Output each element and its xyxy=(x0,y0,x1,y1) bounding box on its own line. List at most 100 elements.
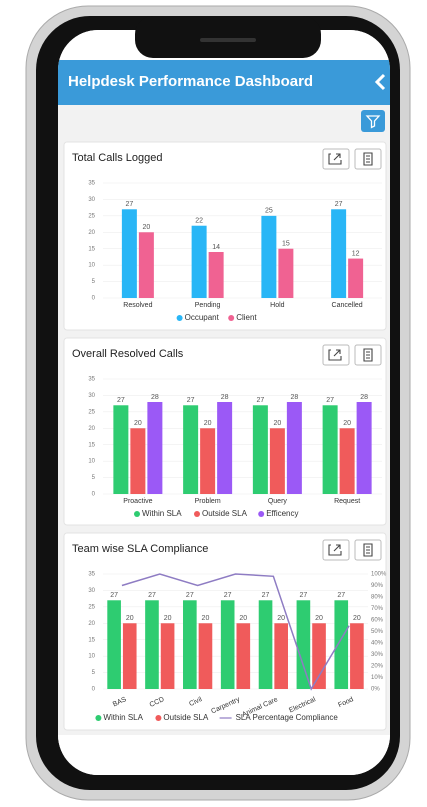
bar xyxy=(191,225,207,298)
y2-tick-label: 30% xyxy=(371,652,384,658)
y2-tick-label: 40% xyxy=(371,641,384,647)
bar xyxy=(339,428,355,494)
y2-tick-label: 90% xyxy=(371,583,384,589)
y2-tick-label: 10% xyxy=(371,675,384,681)
bar xyxy=(217,402,233,494)
y2-tick-label: 100% xyxy=(371,572,387,578)
bar xyxy=(322,405,338,494)
export-button-icon[interactable] xyxy=(328,153,342,165)
y-tick-label: 10 xyxy=(88,654,95,660)
y2-tick-label: 20% xyxy=(371,664,384,670)
value-label: 27 xyxy=(337,592,345,599)
y2-tick-label: 70% xyxy=(371,606,384,612)
list-button-icon[interactable] xyxy=(363,543,373,557)
value-label: 27 xyxy=(125,201,133,208)
legend-swatch xyxy=(228,315,235,321)
legend-swatch xyxy=(134,511,140,517)
value-label: 20 xyxy=(126,615,134,622)
export-button[interactable] xyxy=(322,344,350,366)
list-button-icon[interactable] xyxy=(363,348,373,362)
legend-label: Within SLA xyxy=(142,509,182,518)
filter-icon[interactable] xyxy=(365,115,381,129)
y-tick-label: 0 xyxy=(92,492,96,498)
legend-label: Outside SLA xyxy=(202,509,248,518)
y-tick-label: 35 xyxy=(88,377,95,383)
y-tick-label: 25 xyxy=(88,409,95,415)
export-button-icon[interactable] xyxy=(328,349,342,361)
bar xyxy=(348,258,364,298)
export-button-bg[interactable] xyxy=(322,148,350,170)
chart-title: Total Calls Logged xyxy=(72,152,163,164)
value-label: 27 xyxy=(300,592,308,599)
legend-label: SLA Percentage Compliance xyxy=(236,713,339,722)
value-label: 27 xyxy=(224,592,232,599)
bar xyxy=(198,623,213,689)
value-label: 27 xyxy=(187,397,195,404)
value-label: 27 xyxy=(326,397,334,404)
bar xyxy=(350,623,364,689)
bar xyxy=(121,209,137,298)
export-button-icon[interactable] xyxy=(328,544,342,556)
value-label: 28 xyxy=(221,394,229,401)
value-label: 28 xyxy=(360,394,368,401)
value-label: 15 xyxy=(282,241,290,248)
value-label: 20 xyxy=(202,615,210,622)
bar xyxy=(183,405,199,494)
value-label: 27 xyxy=(186,592,194,599)
y2-tick-label: 60% xyxy=(371,618,384,624)
bar xyxy=(200,428,216,494)
chart-title: Team wise SLA Compliance xyxy=(72,543,208,555)
x-tick-label: Resolved xyxy=(123,302,152,309)
y-tick-label: 10 xyxy=(88,263,95,269)
bar xyxy=(236,623,251,689)
value-label: 27 xyxy=(256,397,264,404)
list-button[interactable] xyxy=(354,539,382,561)
export-button-bg[interactable] xyxy=(322,539,350,561)
bar xyxy=(274,623,288,689)
y-tick-label: 15 xyxy=(88,637,95,643)
value-label: 25 xyxy=(265,208,273,215)
legend-swatch xyxy=(176,315,183,321)
bar xyxy=(258,600,273,689)
y-tick-label: 15 xyxy=(88,442,95,448)
list-button-icon[interactable] xyxy=(363,152,373,166)
value-label: 20 xyxy=(343,420,351,427)
bar xyxy=(278,248,294,298)
y2-tick-label: 50% xyxy=(371,629,384,635)
line-series xyxy=(121,573,350,691)
list-button[interactable] xyxy=(354,344,382,366)
bar xyxy=(122,623,137,689)
value-label: 20 xyxy=(204,420,212,427)
y-tick-label: 25 xyxy=(88,213,95,219)
legend-label: Occupant xyxy=(185,313,220,322)
y-tick-label: 30 xyxy=(88,588,95,594)
bar xyxy=(220,600,235,689)
filter-bg[interactable] xyxy=(361,110,385,132)
back-button[interactable] xyxy=(374,73,386,91)
legend-swatch xyxy=(95,715,102,721)
y-tick-label: 20 xyxy=(88,621,95,627)
filter-button[interactable] xyxy=(361,110,385,132)
bar xyxy=(208,252,224,298)
x-tick-label: Hold xyxy=(270,302,285,309)
y2-tick-label: 80% xyxy=(371,595,384,601)
legend-label: Client xyxy=(236,313,257,322)
notch xyxy=(135,16,321,58)
export-button[interactable] xyxy=(322,148,350,170)
legend-swatch xyxy=(194,511,200,517)
bar xyxy=(286,402,302,494)
value-label: 28 xyxy=(290,394,298,401)
export-button[interactable] xyxy=(322,539,350,561)
value-label: 22 xyxy=(195,218,203,225)
y-tick-label: 15 xyxy=(88,246,95,252)
list-button[interactable] xyxy=(354,148,382,170)
bar xyxy=(296,600,311,689)
y-tick-label: 5 xyxy=(92,670,96,676)
bar xyxy=(130,428,146,494)
y-tick-label: 0 xyxy=(92,687,96,693)
export-button-bg[interactable] xyxy=(322,344,350,366)
y-tick-label: 30 xyxy=(88,197,95,203)
y-tick-label: 20 xyxy=(88,230,95,236)
legend-label: Efficency xyxy=(266,509,298,518)
